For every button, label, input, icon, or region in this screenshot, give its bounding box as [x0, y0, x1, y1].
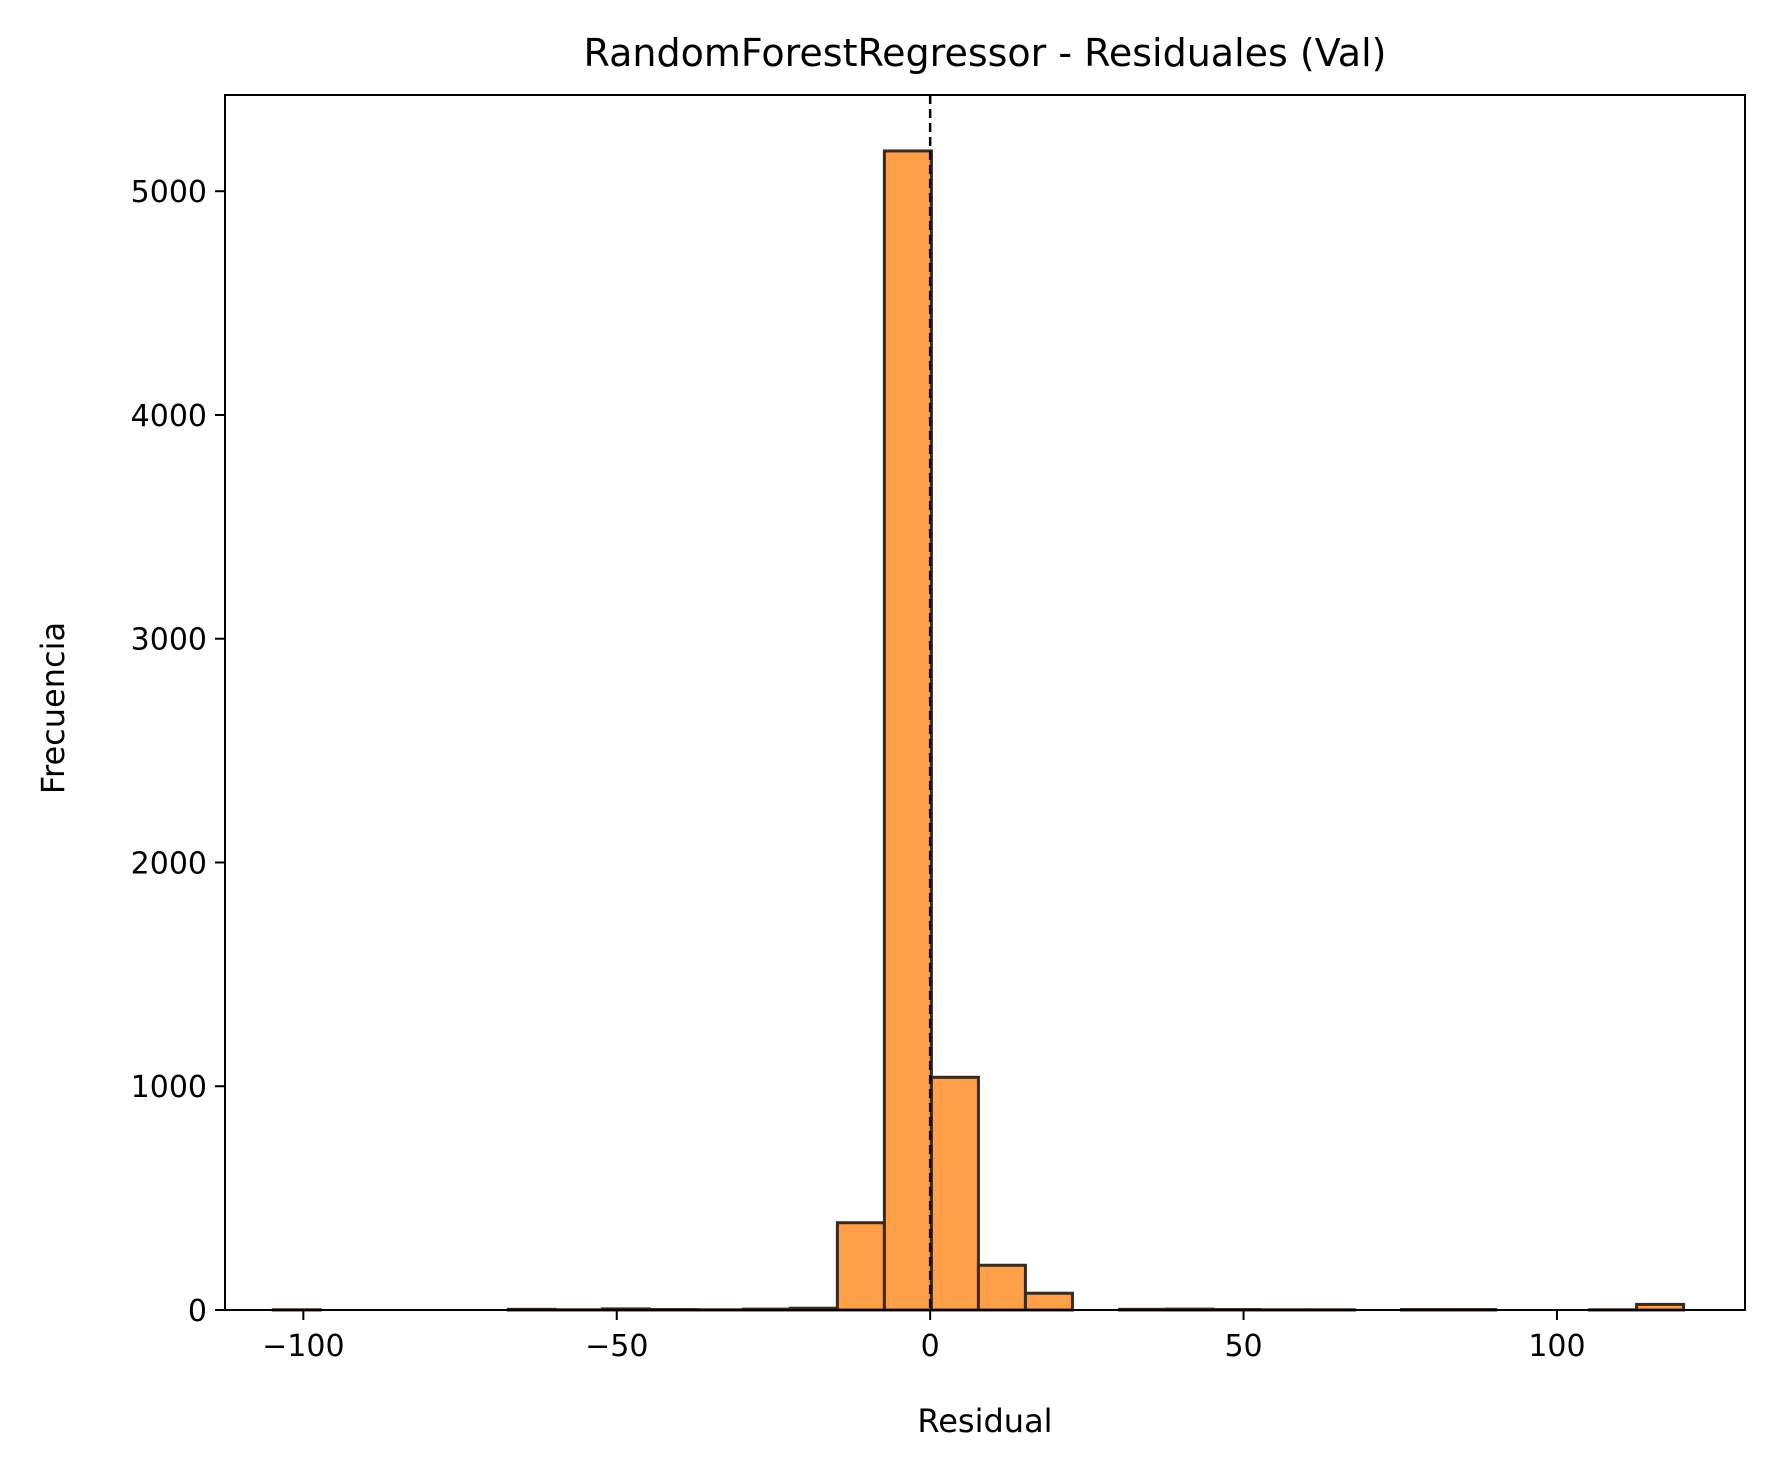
chart-title: RandomForestRegressor - Residuales (Val) [584, 31, 1387, 75]
x-tick-label: 50 [1224, 1329, 1262, 1364]
histogram-bar [835, 1221, 886, 1312]
plot-frame [224, 94, 1746, 1311]
plot-area [224, 94, 1746, 1312]
y-axis-label: Frecuencia [34, 622, 72, 794]
y-tick-label: 2000 [131, 846, 207, 881]
y-tick-label: 0 [188, 1294, 207, 1329]
x-axis-label: Residual [917, 1402, 1052, 1440]
x-tick-label: 100 [1528, 1329, 1585, 1364]
x-tick-label: −50 [585, 1329, 648, 1364]
y-tick-label: 1000 [131, 1070, 207, 1105]
x-tick-label: −100 [262, 1329, 344, 1364]
histogram-bar [882, 149, 933, 1312]
x-tick-label: 0 [921, 1329, 940, 1364]
y-tick-label: 4000 [131, 399, 207, 434]
histogram-bar [976, 1263, 1027, 1312]
x-axis: −100 −50 0 50 100 [262, 1310, 1586, 1364]
y-tick-label: 3000 [131, 623, 207, 658]
histogram-bar [1023, 1291, 1074, 1312]
y-tick-label: 5000 [131, 175, 207, 210]
histogram-bar [929, 1075, 980, 1312]
y-axis: 0 1000 2000 3000 4000 5000 [131, 175, 225, 1329]
